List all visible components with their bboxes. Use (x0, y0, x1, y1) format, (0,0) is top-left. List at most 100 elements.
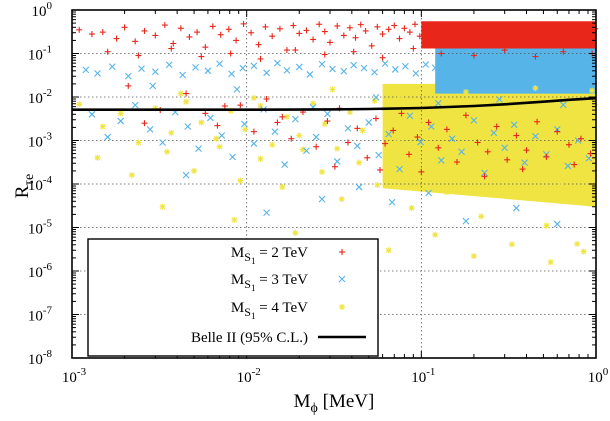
data-point (470, 52, 477, 59)
data-point (565, 141, 572, 148)
data-point (379, 54, 386, 61)
data-point (217, 31, 224, 38)
data-point (501, 97, 508, 104)
data-point (427, 123, 435, 130)
data-point (437, 156, 445, 164)
data-point (566, 60, 574, 68)
legend-label: MS1 = 2 TeV (231, 245, 308, 266)
data-point (159, 203, 166, 210)
data-point (515, 27, 522, 34)
data-point (250, 128, 257, 135)
data-point (306, 71, 314, 78)
data-point (490, 29, 497, 36)
data-point (164, 148, 171, 155)
data-point (263, 95, 270, 102)
data-point (493, 174, 500, 181)
data-point (453, 22, 460, 29)
data-point (291, 115, 299, 123)
data-point (532, 53, 539, 60)
data-point (372, 115, 379, 122)
data-point (76, 101, 83, 108)
data-point (511, 193, 518, 200)
data-point (202, 110, 209, 117)
data-point (239, 64, 247, 72)
data-point (76, 26, 83, 33)
data-point (271, 128, 279, 136)
x-tick-label: 10-2 (237, 366, 261, 386)
data-point (426, 27, 433, 34)
data-point (501, 47, 508, 54)
data-point (324, 118, 331, 125)
data-point (412, 21, 419, 28)
data-point (443, 67, 451, 75)
legend-label: MS1 = 4 TeV (231, 300, 308, 321)
data-point (364, 154, 371, 161)
red-dense-band (421, 21, 596, 49)
data-point (334, 145, 341, 152)
data-point (183, 90, 190, 97)
data-point (179, 71, 187, 79)
data-point (556, 22, 563, 29)
grid-lines (72, 10, 596, 358)
data-point (412, 69, 420, 77)
data-point (513, 132, 520, 139)
data-point (553, 220, 561, 228)
data-point (432, 30, 439, 37)
data-point (574, 240, 581, 247)
data-point (474, 60, 482, 68)
data-point (410, 45, 417, 52)
data-point (296, 30, 303, 37)
data-point (182, 171, 190, 179)
data-point (422, 61, 430, 68)
data-point (577, 135, 584, 142)
data-point (453, 107, 460, 114)
data-point (365, 119, 373, 126)
data-point (310, 36, 317, 43)
data-point (288, 135, 295, 142)
data-point (231, 216, 238, 223)
data-point (357, 21, 364, 28)
data-point (237, 177, 244, 184)
data-point (443, 134, 450, 141)
data-point (532, 85, 539, 92)
data-point (501, 33, 508, 40)
data-point (395, 138, 402, 145)
data-point (295, 63, 303, 71)
data-point (262, 23, 269, 30)
data-point (117, 110, 124, 117)
data-point (470, 31, 477, 38)
data-point (195, 145, 202, 153)
data-point (276, 25, 283, 32)
data-point (580, 248, 587, 255)
data-point (458, 154, 465, 161)
data-point (462, 65, 470, 72)
data-point (274, 119, 281, 126)
data-point (186, 33, 193, 40)
data-point (521, 159, 528, 167)
data-point (550, 29, 557, 36)
data-point (159, 139, 166, 146)
data-point (443, 126, 450, 133)
data-point (416, 33, 423, 40)
data-point (508, 25, 515, 32)
x-tick-label: 10-1 (411, 366, 435, 386)
data-point (570, 24, 577, 31)
data-point (131, 101, 139, 109)
data-point (88, 31, 95, 38)
data-point (350, 61, 358, 69)
data-point (493, 123, 500, 130)
data-point (547, 259, 554, 266)
data-point (318, 60, 326, 68)
data-point (554, 128, 561, 135)
data-point (543, 153, 550, 160)
data-point (331, 163, 338, 170)
data-point (396, 165, 403, 173)
data-point (113, 35, 120, 42)
data-point (385, 247, 392, 254)
data-point (462, 217, 470, 225)
data-point (216, 143, 223, 150)
y-tick-label: 10-4 (28, 174, 53, 194)
data-point (240, 20, 247, 27)
data-point (401, 25, 408, 32)
data-point (353, 142, 361, 150)
